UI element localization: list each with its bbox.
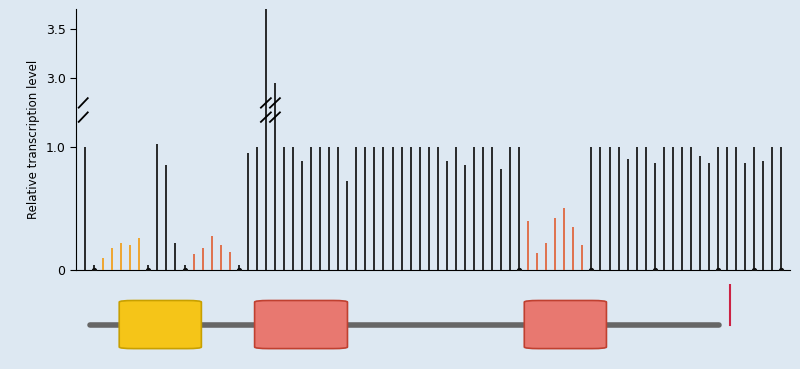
FancyBboxPatch shape [119,300,202,349]
FancyBboxPatch shape [254,300,347,349]
Y-axis label: Relative transcription level: Relative transcription level [27,60,40,219]
FancyBboxPatch shape [524,300,606,349]
